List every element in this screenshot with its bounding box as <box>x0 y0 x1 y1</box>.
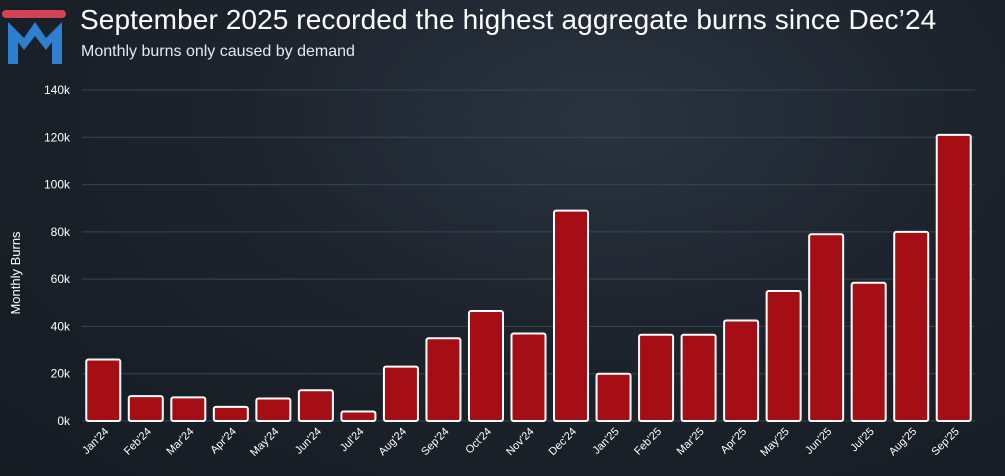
bar <box>255 397 292 422</box>
x-tick-label: May'24 <box>248 426 281 459</box>
y-tick-label: 80k <box>51 225 71 239</box>
x-tick-label: Jan'24 <box>80 426 111 457</box>
bar <box>127 395 164 422</box>
bar <box>893 230 930 422</box>
x-tick-label: Jun'24 <box>293 426 324 457</box>
x-tick-label: Mar'24 <box>164 426 196 458</box>
x-tick-label: Sep'25 <box>929 426 961 458</box>
brand-logo-icon <box>2 10 66 64</box>
x-tick-label: Sep'24 <box>419 426 451 458</box>
x-tick-label: Mar'25 <box>675 426 707 458</box>
x-tick-label: Jul'25 <box>848 426 877 455</box>
x-tick-label: Feb'25 <box>632 426 664 458</box>
x-tick-label: Dec'24 <box>547 426 579 458</box>
bar <box>595 372 632 423</box>
bar <box>340 410 377 422</box>
x-tick-label: Jun'25 <box>803 426 834 457</box>
x-tick-label: Apr'24 <box>208 426 239 457</box>
bar <box>467 310 504 422</box>
bar <box>382 365 419 422</box>
bars <box>85 133 972 423</box>
x-axis-ticks: Jan'24 Feb'24 Mar'24 Apr'24 May'24 Jun'24 Jul'… <box>80 426 962 459</box>
bar <box>553 209 590 422</box>
y-tick-label: 100k <box>44 178 71 192</box>
bar <box>170 396 207 423</box>
x-tick-label: Aug'24 <box>377 426 409 458</box>
bar <box>425 337 462 422</box>
y-tick-label: 40k <box>51 319 71 333</box>
bar <box>680 333 717 423</box>
y-tick-label: 0k <box>57 414 71 428</box>
x-tick-label: Apr'25 <box>719 426 750 457</box>
bar <box>297 389 334 422</box>
y-tick-label: 140k <box>44 83 71 97</box>
x-tick-label: Jan'25 <box>591 426 622 457</box>
y-axis-label: Monthly Burns <box>8 231 23 315</box>
y-tick-label: 120k <box>44 130 71 144</box>
bar <box>850 281 887 423</box>
bar <box>85 358 122 422</box>
bar <box>212 405 249 423</box>
chart-title: September 2025 recorded the highest aggr… <box>80 4 937 35</box>
bar <box>935 133 972 423</box>
bar <box>808 233 845 422</box>
chart-subtitle: Monthly burns only caused by demand <box>81 43 355 60</box>
y-tick-label: 60k <box>51 272 71 286</box>
bar <box>638 333 675 423</box>
y-tick-label: 20k <box>51 367 71 381</box>
bar <box>510 332 547 422</box>
x-tick-label: Oct'24 <box>463 426 494 457</box>
x-tick-label: Nov'24 <box>504 426 536 458</box>
x-tick-label: Feb'24 <box>122 426 154 458</box>
bar <box>723 319 760 422</box>
x-tick-label: Aug'25 <box>887 426 919 458</box>
bar <box>765 289 802 423</box>
x-tick-label: Jul'24 <box>338 426 367 455</box>
x-tick-label: May'25 <box>758 426 791 459</box>
y-axis-ticks: 0k 20k 40k 60k 80k 100k 120k 140k <box>44 83 71 428</box>
